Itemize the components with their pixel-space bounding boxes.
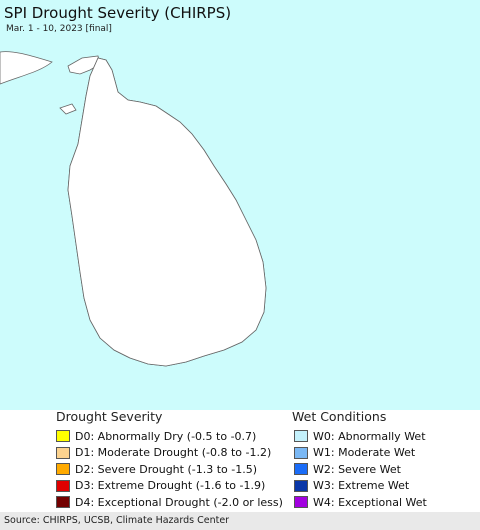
- wet-swatch: [294, 430, 308, 442]
- drought-legend-item: D4: Exceptional Drought (-2.0 or less): [56, 494, 283, 510]
- drought-legend-item: D2: Severe Drought (-1.3 to -1.5): [56, 461, 283, 477]
- map-title: SPI Drought Severity (CHIRPS): [4, 4, 231, 22]
- source-credit: Source: CHIRPS, UCSB, Climate Hazards Ce…: [0, 512, 480, 530]
- drought-legend-label: D3: Extreme Drought (-1.6 to -1.9): [75, 479, 266, 492]
- drought-legend-label: D0: Abnormally Dry (-0.5 to -0.7): [75, 429, 257, 443]
- drought-swatch: [56, 446, 70, 459]
- drought-legend-label: D1: Moderate Drought (-0.8 to -1.2): [75, 446, 272, 459]
- wet-legend-item: W3: Extreme Wet: [294, 478, 427, 494]
- drought-legend-label: D4: Exceptional Drought (-2.0 or less): [75, 495, 283, 509]
- mainland-coast: [0, 51, 53, 85]
- drought-swatch: [56, 479, 70, 492]
- drought-legend-item: D0: Abnormally Dry (-0.5 to -0.7): [56, 428, 283, 444]
- wet-legend-item: W1: Moderate Wet: [294, 445, 427, 461]
- wet-legend: W0: Abnormally Wet W1: Moderate Wet W2: Se…: [294, 428, 427, 511]
- map-panel: SPI Drought Severity (CHIRPS) Mar. 1 - 1…: [0, 0, 480, 410]
- wet-legend-label: W2: Severe Wet: [313, 462, 401, 476]
- drought-swatch: [56, 430, 70, 442]
- wet-legend-label: W4: Exceptional Wet: [313, 495, 427, 509]
- wet-swatch: [294, 463, 308, 475]
- drought-legend-label: D2: Severe Drought (-1.3 to -1.5): [75, 462, 258, 476]
- wet-swatch: [294, 479, 308, 492]
- wet-swatch: [294, 446, 308, 459]
- drought-legend-item: D3: Extreme Drought (-1.6 to -1.9): [56, 478, 283, 494]
- sri-lanka-drought-map: SPI Drought Severity (CHIRPS) Mar. 1 - 1…: [0, 0, 480, 410]
- drought-swatch: [56, 496, 70, 508]
- drought-legend-heading: Drought Severity: [56, 409, 163, 424]
- wet-legend-heading: Wet Conditions: [292, 409, 387, 424]
- wet-legend-label: W0: Abnormally Wet: [313, 429, 426, 443]
- wet-swatch: [294, 496, 308, 508]
- wet-legend-item: W0: Abnormally Wet: [294, 428, 427, 444]
- drought-swatch: [56, 463, 70, 475]
- wet-legend-item: W4: Exceptional Wet: [294, 494, 427, 510]
- drought-legend: D0: Abnormally Dry (-0.5 to -0.7) D1: Mod…: [56, 428, 283, 511]
- wet-legend-item: W2: Severe Wet: [294, 461, 427, 477]
- wet-legend-label: W3: Extreme Wet: [313, 479, 410, 492]
- drought-legend-item: D1: Moderate Drought (-0.8 to -1.2): [56, 445, 283, 461]
- wet-legend-label: W1: Moderate Wet: [313, 446, 416, 459]
- map-subtitle: Mar. 1 - 10, 2023 [final]: [6, 24, 112, 34]
- mannar-island: [59, 103, 77, 115]
